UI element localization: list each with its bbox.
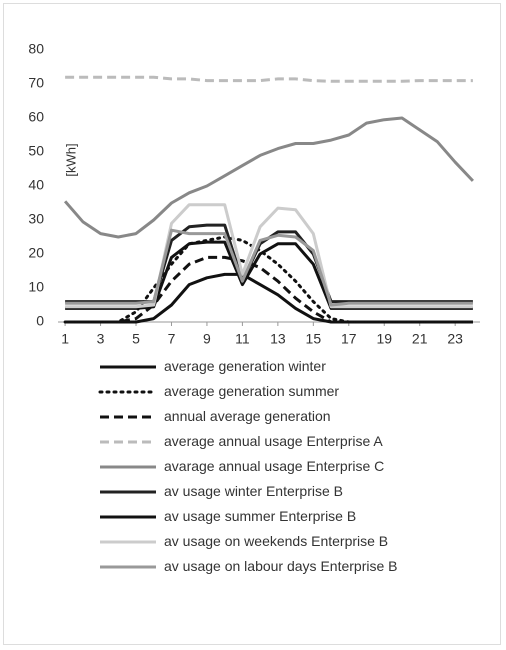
x-tick-label: 21: [412, 331, 428, 347]
frame: [3, 3, 501, 645]
legend-entry: average annual usage Enterprise A: [98, 433, 448, 449]
legend-swatch: [100, 490, 156, 494]
legend-swatch: [100, 540, 156, 544]
legend-entry: average generation summer: [98, 383, 448, 399]
y-tick-label: 50: [28, 143, 44, 159]
y-tick-label: 20: [28, 245, 44, 261]
legend-swatch: [100, 365, 156, 369]
legend-swatch: [100, 515, 156, 519]
legend-entry: av usage summer Enterprise B: [98, 508, 448, 524]
legend-label: av usage on weekends Enterprise B: [164, 533, 389, 549]
series-line: [65, 240, 473, 310]
series-line: [65, 75, 473, 83]
y-tick-label: 0: [36, 313, 44, 329]
y-tick-label: 80: [28, 41, 44, 57]
legend-swatch: [98, 390, 158, 394]
series-line: [63, 116, 474, 239]
y-tick-label: 60: [28, 109, 44, 125]
x-tick-label: 11: [235, 331, 250, 347]
legend-swatch: [100, 565, 156, 569]
legend-entry: av usage winter Enterprise B: [98, 483, 448, 499]
x-tick-label: 5: [132, 331, 140, 347]
legend-swatch: [100, 465, 156, 469]
legend-entry: average generation winter: [98, 358, 448, 374]
y-axis-label: [kWh]: [63, 143, 78, 176]
legend-entry: annual average generation: [98, 408, 448, 424]
x-tick-label: 7: [168, 331, 176, 347]
legend-label: av usage winter Enterprise B: [164, 483, 343, 499]
x-tick-label: 13: [270, 331, 286, 347]
legend-label: average generation winter: [164, 358, 326, 374]
legend-swatch: [100, 415, 156, 419]
legend-swatch: [100, 440, 156, 444]
x-tick-label: 15: [306, 331, 322, 347]
legend-label: av usage on labour days Enterprise B: [164, 558, 398, 574]
series-line: [65, 228, 473, 307]
x-tick-label: 23: [447, 331, 463, 347]
x-tick-label: 1: [61, 331, 69, 347]
y-tick-label: 10: [28, 279, 44, 295]
series-line: [65, 255, 473, 324]
legend-entry: av usage on weekends Enterprise B: [98, 533, 448, 549]
legend-label: annual average generation: [164, 408, 331, 424]
legend-entry: av usage on labour days Enterprise B: [98, 558, 448, 574]
series-line: [65, 272, 473, 324]
x-tick-label: 9: [203, 331, 211, 347]
y-tick-label: 70: [28, 75, 44, 91]
legend-label: average generation summer: [164, 383, 340, 399]
x-tick-label: 17: [341, 331, 357, 347]
y-tick-label: 30: [28, 211, 44, 227]
x-tick-label: 3: [97, 331, 105, 347]
legend-label: av usage summer Enterprise B: [164, 508, 357, 524]
legend-entry: avarage annual usage Enterprise C: [98, 458, 448, 474]
series-line: [65, 203, 473, 309]
legend: average generation winter average generat…: [98, 358, 448, 583]
legend-label: avarage annual usage Enterprise C: [164, 458, 385, 474]
legend-label: average annual usage Enterprise A: [164, 433, 383, 449]
y-tick-label: 40: [28, 177, 44, 193]
x-tick-label: 19: [376, 331, 392, 347]
